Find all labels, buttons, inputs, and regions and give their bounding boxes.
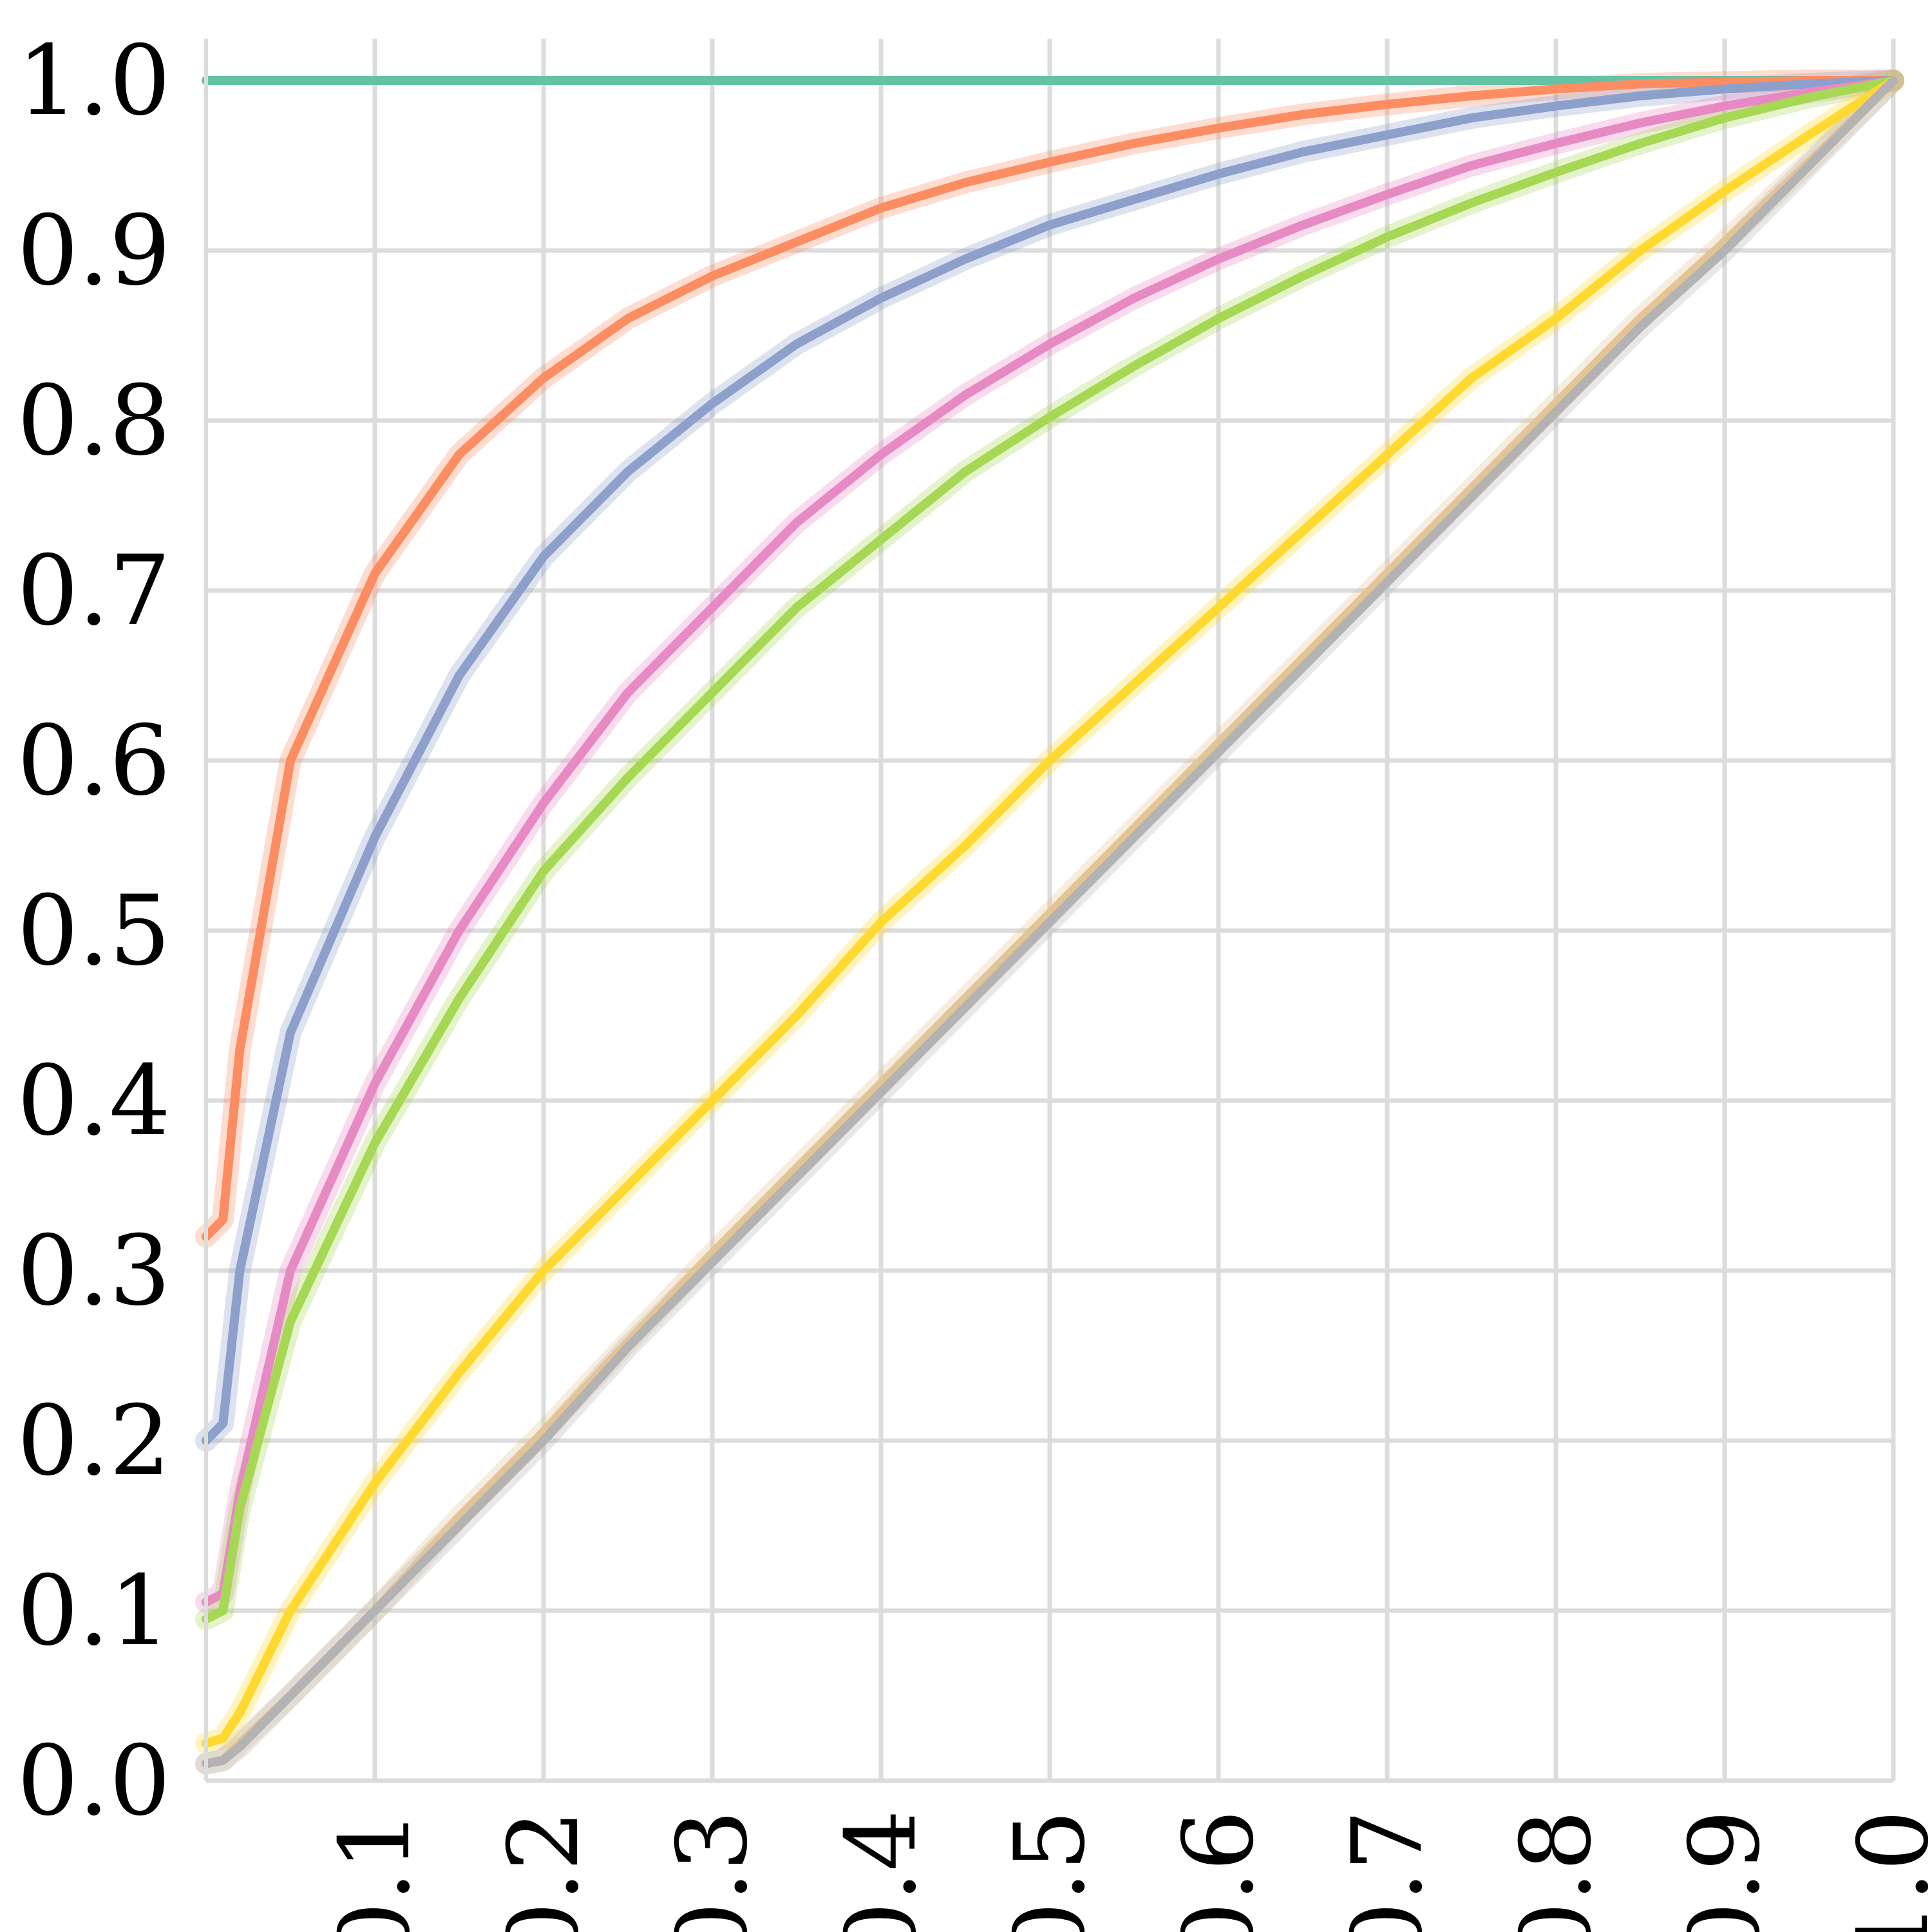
x-tick-label: 0.8 bbox=[1501, 1810, 1613, 1932]
y-tick-label: 0.9 bbox=[17, 195, 171, 307]
x-tick-label: 0.1 bbox=[319, 1810, 431, 1932]
y-tick-label: 0.4 bbox=[17, 1045, 171, 1157]
y-tick-label: 0.6 bbox=[17, 705, 171, 817]
series-lines bbox=[202, 76, 1898, 1768]
series-1-line bbox=[202, 76, 1898, 1242]
series-5-line bbox=[202, 76, 1898, 1748]
x-tick-label: 0.7 bbox=[1332, 1810, 1444, 1932]
x-tick-label: 0.6 bbox=[1163, 1810, 1275, 1932]
x-tick-label: 0.4 bbox=[826, 1810, 938, 1932]
y-tick-label: 0.8 bbox=[17, 365, 171, 477]
x-tick-label: 0.2 bbox=[488, 1810, 600, 1932]
y-tick-label: 1.0 bbox=[17, 25, 171, 137]
series-7-line bbox=[202, 76, 1898, 1768]
y-tick-label: 0.3 bbox=[17, 1215, 171, 1327]
x-tick-label: 0.9 bbox=[1669, 1810, 1781, 1932]
x-tick-label: 0.3 bbox=[657, 1810, 769, 1932]
y-tick-label: 0.2 bbox=[17, 1385, 171, 1497]
axes bbox=[204, 39, 1893, 1783]
y-tick-label: 0.1 bbox=[17, 1555, 171, 1667]
y-tick-label: 0.7 bbox=[17, 535, 171, 647]
x-tick-label: 0.5 bbox=[994, 1810, 1106, 1932]
series-3-line bbox=[202, 76, 1898, 1607]
series-2-line bbox=[202, 76, 1898, 1445]
x-tick-label: 1.0 bbox=[1838, 1810, 1932, 1932]
y-tick-label: 0.5 bbox=[17, 875, 171, 987]
series-4-line bbox=[202, 76, 1898, 1624]
tick-labels: 0.0 0.1 0.2 0.3 0.4 0.5 0.6 0.7 0.8 0.9 1.0 0.1 0.2 0… bbox=[17, 25, 1932, 1932]
y-tick-label: 0.0 bbox=[17, 1725, 171, 1837]
